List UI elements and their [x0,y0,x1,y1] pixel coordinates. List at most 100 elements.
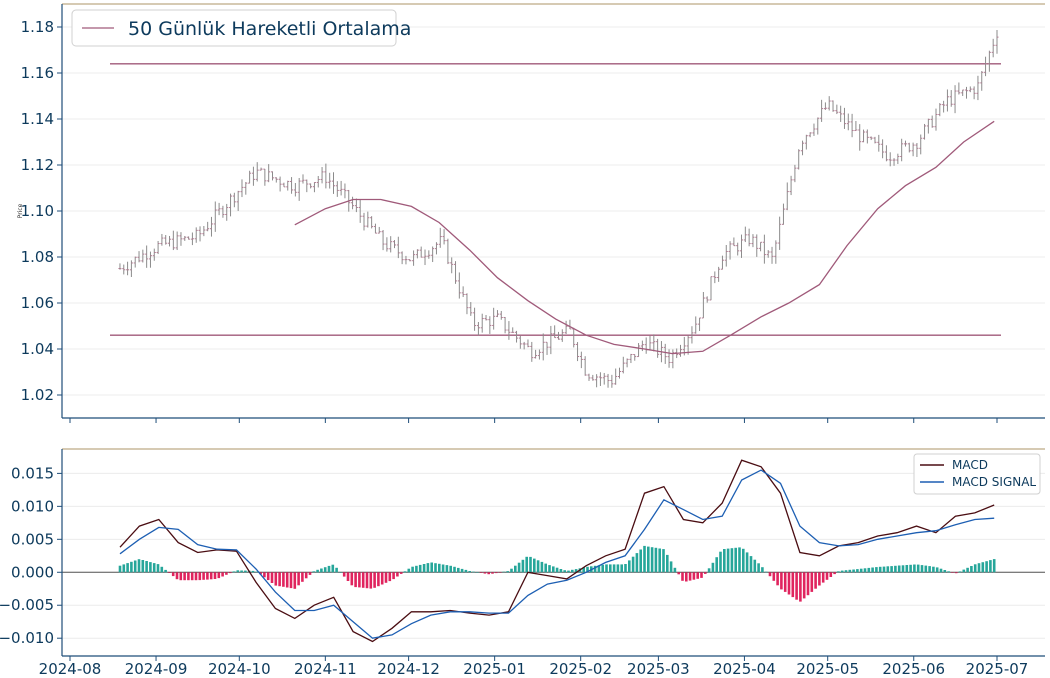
histogram-bar [867,567,871,573]
histogram-bar [791,572,795,598]
histogram-bar [255,571,259,573]
histogram-bar [365,572,369,589]
histogram-bar [818,572,821,586]
histogram-bar [221,572,224,577]
macd-histogram [118,545,996,602]
histogram-bar [601,564,604,573]
histogram-bar [323,567,327,573]
histogram-bar [696,572,699,579]
histogram-bar [141,560,145,573]
histogram-bar [202,572,205,580]
price-ytick-label: 1.06 [21,294,54,312]
macd-panel: −0.010 −0.005 0.000 0.005 0.010 0.015 2024-08… [0,448,1045,678]
macd-line [119,459,995,643]
histogram-bar [164,569,167,573]
histogram-bar [137,559,141,573]
price-ytick-label: 1.18 [21,18,54,36]
histogram-bar [730,548,734,573]
macd-ytick-label: 0.000 [11,563,54,581]
histogram-bar [232,571,236,573]
histogram-bar [567,570,570,573]
histogram-bar [772,572,776,581]
histogram-bar [529,556,532,573]
histogram-bar [688,572,692,581]
macd-legend-label: MACD [952,458,988,472]
histogram-bar [715,557,718,573]
histogram-bar [795,572,798,600]
histogram-bar [951,572,954,573]
histogram-bar [217,572,221,579]
macd-xtick-label: 2025-06 [882,660,945,678]
histogram-bar [145,561,148,573]
histogram-bar [704,572,707,574]
histogram-bar [662,549,665,573]
histogram-bar [635,553,639,573]
histogram-bar [149,562,152,573]
histogram-bar [924,565,928,573]
histogram-bar [552,566,555,573]
histogram-bar [312,571,316,573]
histogram-bar [209,572,213,580]
histogram-bar [833,572,836,575]
histogram-bar [726,548,730,573]
macd-xtick-label: 2024-09 [125,660,188,678]
histogram-bar [152,563,156,573]
histogram-bar [533,558,536,573]
histogram-bar [723,549,726,573]
histogram-bar [130,561,133,573]
histogram-bar [711,562,715,573]
histogram-bar [856,569,859,573]
macd-ytick-label: −0.005 [0,596,54,614]
histogram-bar [966,567,969,573]
histogram-bar [422,564,426,573]
histogram-bar [457,567,460,573]
macd-xtick-label: 2025-01 [463,660,526,678]
histogram-bar [783,572,787,592]
histogram-bar [536,560,540,573]
histogram-bar [563,570,566,573]
ohlc-bars [118,29,999,388]
histogram-bar [939,568,943,573]
macd-ytick-label: −0.010 [0,629,54,647]
histogram-bar [821,572,825,583]
histogram-bar [517,562,521,573]
histogram-bar [707,568,711,573]
histogram-bar [882,566,886,573]
histogram-bar [304,572,308,579]
histogram-bar [498,572,502,573]
price-ytick-label: 1.10 [21,202,54,220]
histogram-bar [734,547,737,573]
histogram-bar [947,571,950,573]
macd-xtick-label: 2024-12 [377,660,440,678]
histogram-bar [346,572,350,581]
price-x-ticks [69,418,998,423]
histogram-bar [122,564,126,573]
histogram-bar [335,567,338,573]
histogram-bar [555,567,559,573]
histogram-bar [977,563,981,573]
histogram-bar [403,571,407,573]
histogram-bar [909,564,912,573]
histogram-bar [266,572,270,581]
histogram-bar [190,572,194,581]
histogram-bar [958,571,962,573]
price-panel: 1.02 1.04 1.06 1.08 1.10 1.12 1.14 1.16 1.18 Pri… [17,3,1045,423]
histogram-bar [673,567,677,573]
price-ytick-label: 1.02 [21,386,54,404]
histogram-bar [171,572,175,577]
price-ytick-label: 1.16 [21,64,54,82]
histogram-bar [643,545,646,573]
histogram-bar [650,547,654,573]
histogram-bar [460,568,464,573]
histogram-bar [749,556,753,573]
histogram-bar [270,572,274,583]
histogram-bar [863,568,867,573]
price-ytick-label: 1.14 [21,110,54,128]
signal-legend-label: MACD SIGNAL [952,475,1036,489]
histogram-bar [935,567,939,573]
histogram-bar [472,571,475,573]
histogram-bar [278,572,281,587]
macd-legend: MACD MACD SIGNAL [913,453,1041,495]
histogram-bar [285,572,289,588]
histogram-bar [293,572,297,589]
